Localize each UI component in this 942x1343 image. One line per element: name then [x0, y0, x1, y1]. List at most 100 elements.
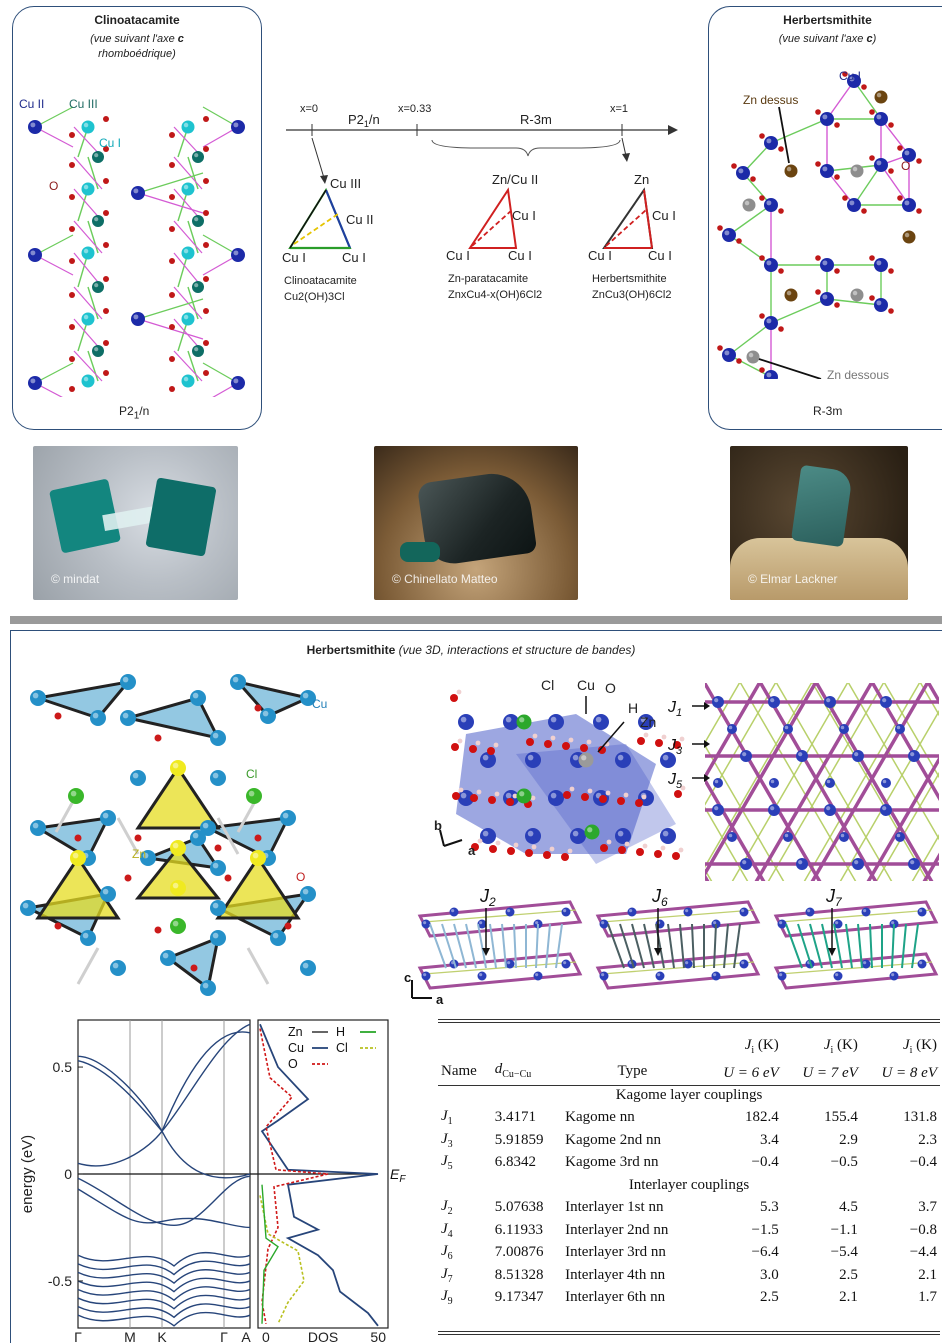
type-cell: Kagome 2nd nn	[565, 1131, 661, 1148]
cu-site	[839, 724, 849, 734]
label-o: O	[49, 179, 59, 193]
o-atom	[69, 162, 75, 168]
band	[77, 1188, 251, 1229]
h-atom	[512, 793, 518, 799]
o-atom	[451, 743, 459, 751]
label-h: H	[628, 700, 639, 716]
cu-site	[599, 971, 609, 981]
table-row: J7 8.51328 Interlayer 4th nn 3.0 2.5 2.1	[438, 1264, 940, 1287]
clinoatacamite-panel: Clinoatacamite (vue suivant l'axe c rhom…	[12, 6, 262, 430]
u6-cell: −1.5	[751, 1221, 779, 1238]
section-title: Interlayer couplings	[628, 1176, 750, 1193]
cu2-atom	[28, 376, 42, 390]
o-atom	[203, 242, 209, 248]
o-atom	[916, 158, 922, 164]
coupling-name: J6	[441, 1243, 453, 1263]
cl-atom	[584, 824, 600, 840]
h-atom	[678, 847, 684, 853]
j-labels-kagome: JJ11 J3 J5	[667, 699, 710, 791]
o-atom	[869, 109, 875, 115]
o-atom	[74, 834, 82, 842]
cu1-atom	[874, 158, 888, 172]
u7-cell: 155.4	[824, 1109, 858, 1126]
h-atom	[458, 787, 464, 793]
o-atom	[469, 745, 477, 753]
cu-site	[777, 971, 787, 981]
o-atom	[452, 792, 460, 800]
o-atom	[731, 163, 737, 169]
zn-atom	[250, 850, 266, 866]
cu3-atom	[192, 151, 204, 163]
cu-site	[561, 959, 571, 969]
o-atom	[254, 704, 262, 712]
cu2-atom	[28, 120, 42, 134]
h-atom	[568, 737, 574, 743]
x-tick-label: Γ	[220, 1329, 228, 1342]
cu-site	[880, 696, 892, 708]
svg-text:Cu I: Cu I	[282, 250, 306, 265]
label-cu1: Cu I	[839, 69, 862, 83]
h-atom	[457, 738, 463, 744]
col-u6: Ji (K) U = 6 eV	[723, 1037, 779, 1081]
space-group: P21/n	[119, 404, 150, 422]
o-atom	[169, 194, 175, 200]
u6-cell: 3.0	[760, 1266, 779, 1283]
zn-atom	[170, 760, 186, 776]
tick-x0: x=0	[300, 103, 318, 115]
table-rule-bottom	[438, 1331, 940, 1335]
coupling-name: J7	[441, 1265, 453, 1285]
legend-label: Cu	[288, 1041, 304, 1055]
u6-cell: 5.3	[760, 1199, 779, 1216]
cu-atom	[570, 828, 586, 844]
o-atom	[169, 386, 175, 392]
o-atom	[673, 741, 681, 749]
cu-atom	[593, 714, 609, 730]
cu1-atom	[874, 112, 888, 126]
o-atom	[580, 744, 588, 752]
u8-cell: −4.4	[909, 1244, 937, 1261]
cu1-atom	[874, 258, 888, 272]
o-atom	[759, 195, 765, 201]
table-body: Kagome layer couplings J1 3.4171 Kagome nn 1…	[438, 1084, 940, 1309]
cu-atom	[615, 752, 631, 768]
coupling-name: J9	[441, 1288, 453, 1308]
h-atom	[606, 839, 612, 845]
o-atom	[599, 795, 607, 803]
o-atom	[636, 848, 644, 856]
triangle-zn-paratacamite: Zn/Cu II Cu I Cu I Cu I Zn-paratacamite …	[446, 172, 542, 301]
y-tick-label: 0.5	[53, 1059, 73, 1075]
o-atom	[190, 964, 198, 972]
zn-above-atom	[902, 230, 916, 244]
cu-atom	[80, 930, 96, 946]
o-atom	[897, 195, 903, 201]
band	[77, 1251, 251, 1267]
u7-cell: 2.1	[839, 1289, 858, 1306]
cu-site	[783, 724, 793, 734]
h-atom	[567, 848, 573, 854]
cu-atom	[638, 714, 654, 730]
cu-atom	[200, 980, 216, 996]
u7-cell: −1.1	[830, 1221, 858, 1238]
cu-site	[824, 696, 836, 708]
o-atom	[888, 268, 894, 274]
o-atom	[888, 168, 894, 174]
cu-triangle	[164, 935, 221, 991]
cu-site	[740, 858, 752, 870]
zn-above-atom	[874, 90, 888, 104]
o-atom	[169, 132, 175, 138]
o-atom	[169, 292, 175, 298]
table-row: J2 5.07638 Interlayer 1st nn 5.3 4.5 3.7	[438, 1197, 940, 1220]
coupling-name: J1	[441, 1108, 453, 1128]
table-rule-header	[438, 1085, 940, 1086]
cu-site	[852, 750, 864, 762]
svg-text:Zn-paratacamite: Zn-paratacamite	[448, 273, 528, 285]
cu-atom	[300, 886, 316, 902]
cu-site	[477, 919, 487, 929]
svg-text:ZnCu3(OH)6Cl2: ZnCu3(OH)6Cl2	[592, 289, 671, 301]
cu3-atom	[92, 215, 104, 227]
label-cu3: Cu III	[69, 97, 98, 111]
cu2-atom	[231, 248, 245, 262]
panel-subtitle: (vue suivant l'axe c rhomboédrique)	[90, 33, 184, 60]
cu1-atom	[847, 198, 861, 212]
o-atom	[561, 853, 569, 861]
